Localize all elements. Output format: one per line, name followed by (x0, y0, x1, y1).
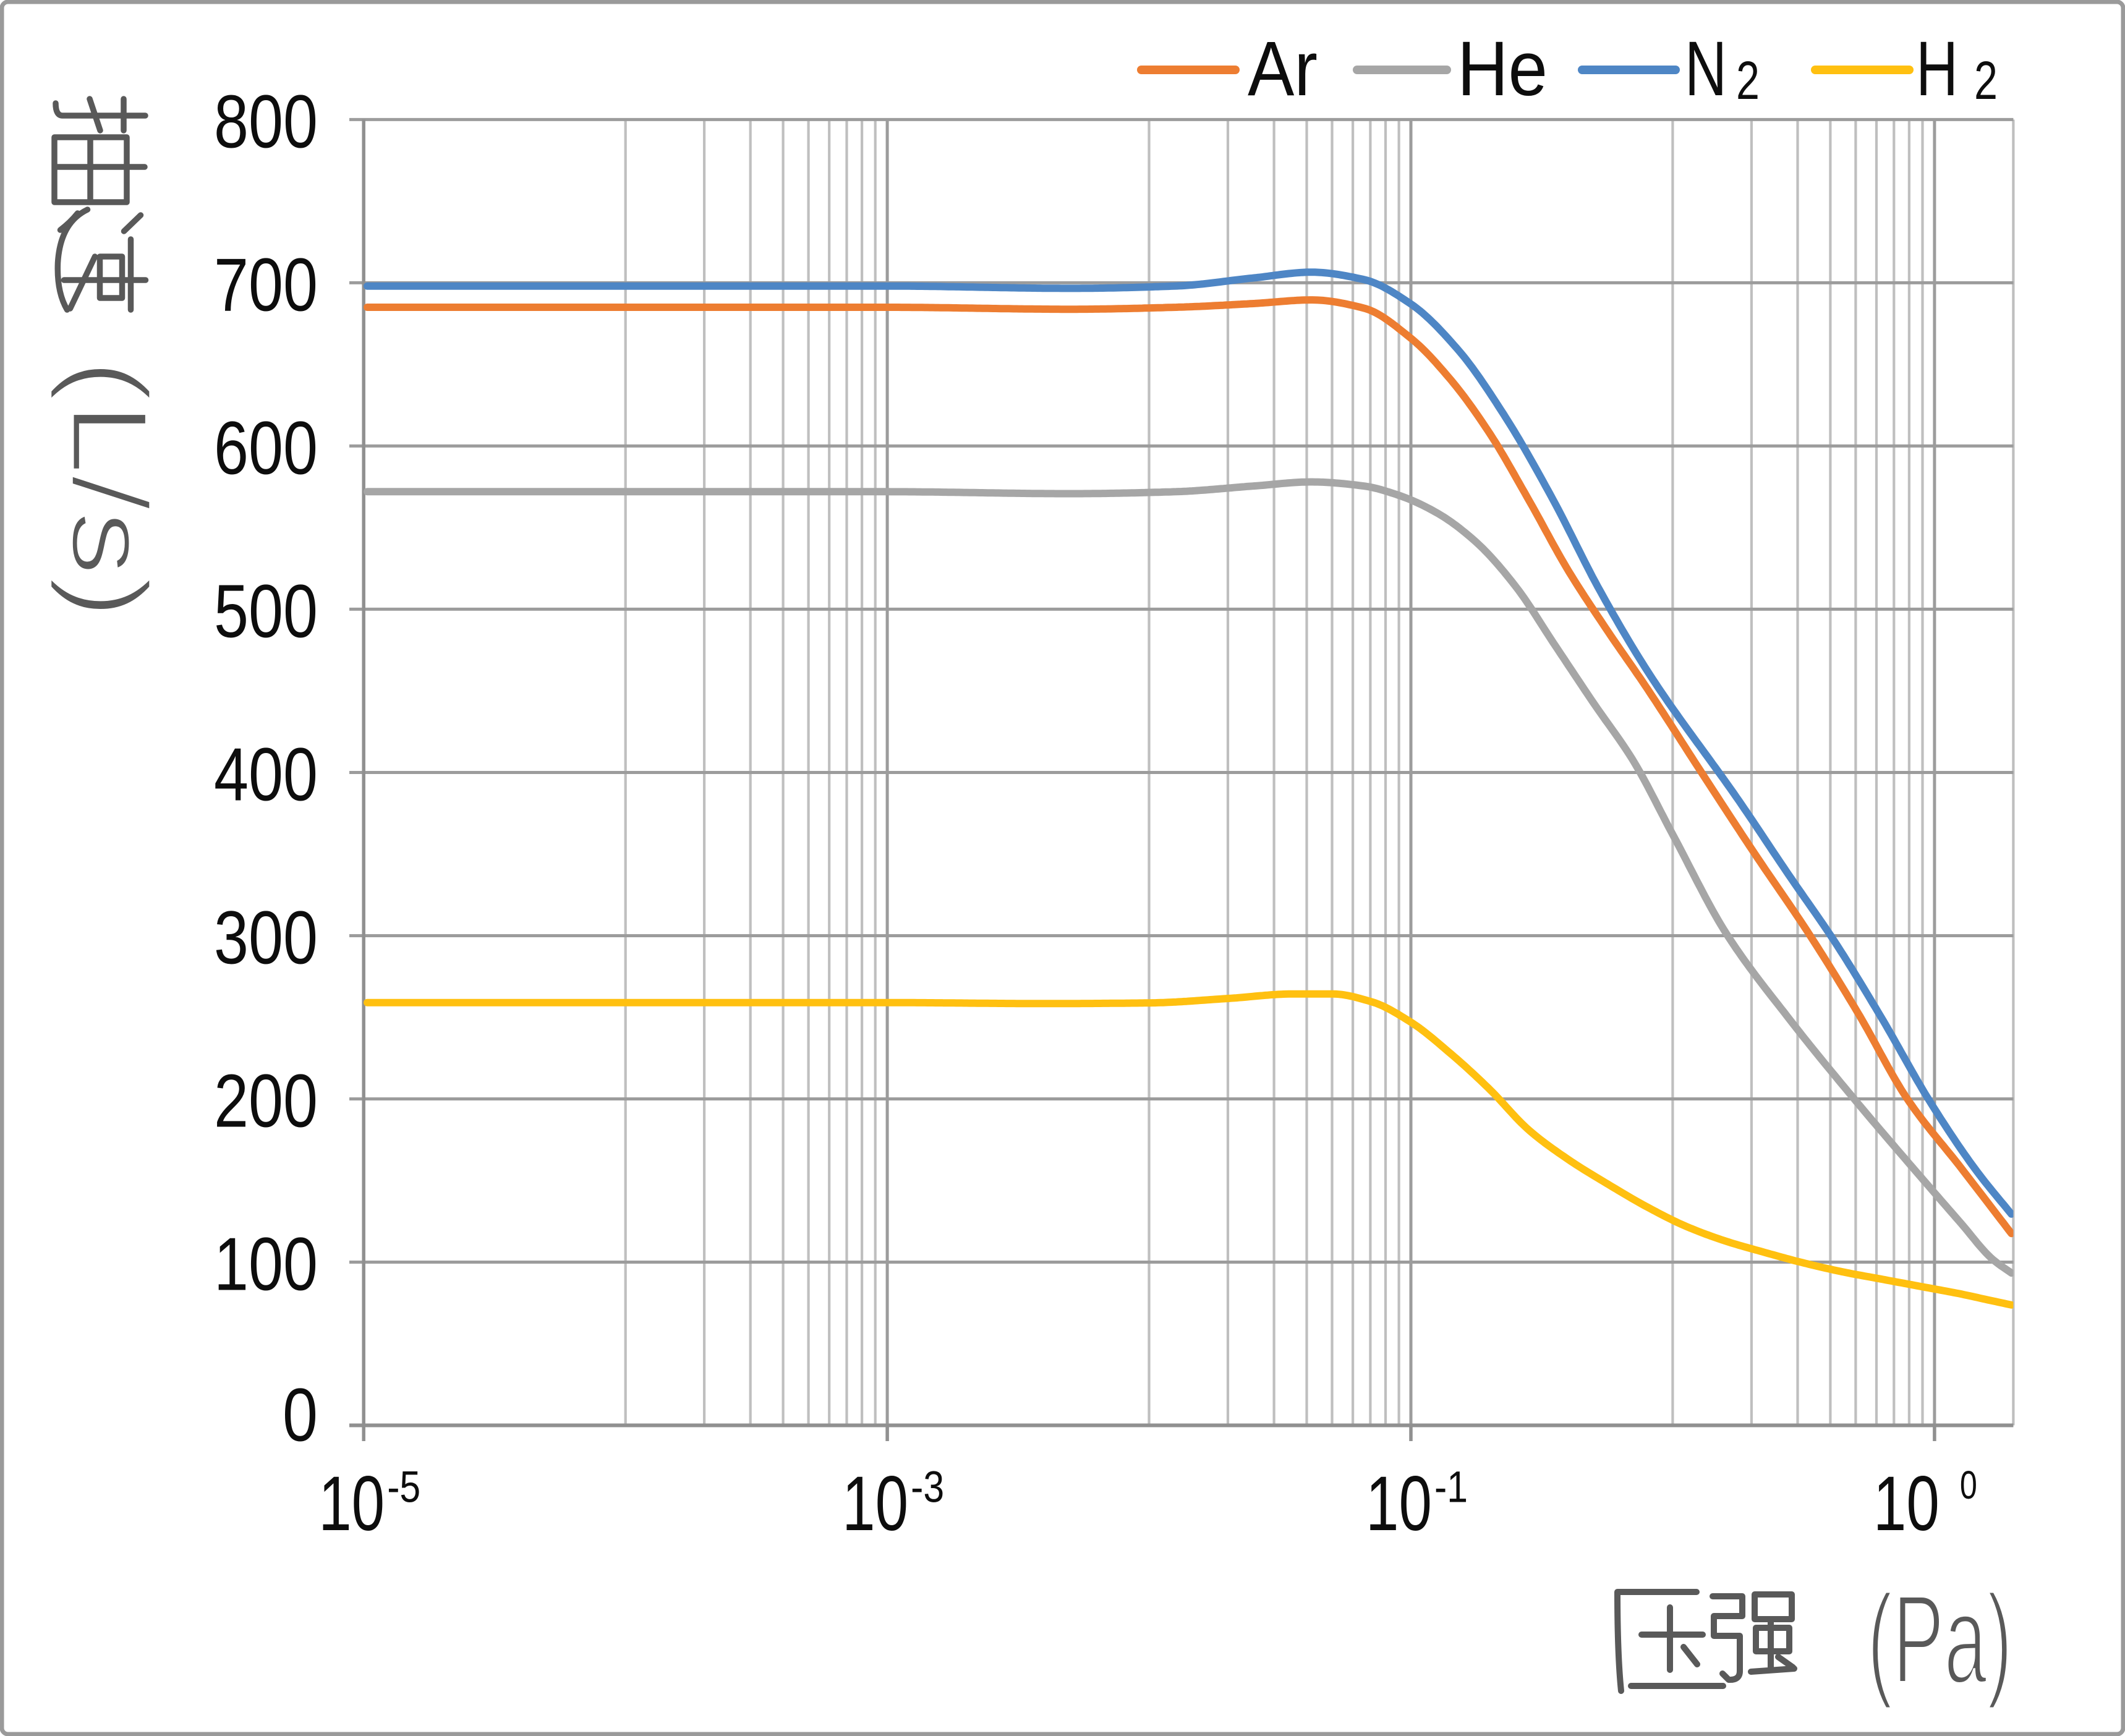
svg-text:200: 200 (214, 1059, 318, 1143)
svg-text:10: 10 (842, 1461, 908, 1547)
svg-text:0: 0 (283, 1373, 318, 1457)
svg-text:(Pa): (Pa) (1867, 1568, 2012, 1710)
svg-text:100: 100 (214, 1222, 318, 1306)
svg-text:N: N (1685, 26, 1727, 112)
svg-text:-5: -5 (387, 1463, 420, 1512)
svg-text:700: 700 (214, 242, 318, 326)
svg-text:800: 800 (214, 79, 318, 163)
svg-text:500: 500 (214, 569, 318, 653)
svg-text:10: 10 (318, 1461, 385, 1547)
svg-text:10: 10 (1366, 1461, 1432, 1547)
svg-text:2: 2 (1974, 51, 1998, 111)
svg-text:400: 400 (214, 733, 318, 817)
svg-text:0: 0 (1960, 1463, 1977, 1507)
svg-text:-3: -3 (911, 1463, 944, 1512)
svg-text:-1: -1 (1434, 1463, 1468, 1512)
svg-text:He: He (1457, 26, 1548, 112)
svg-text:H: H (1916, 26, 1958, 112)
svg-text:300: 300 (214, 896, 318, 980)
svg-text:10: 10 (1873, 1461, 1940, 1547)
svg-text:600: 600 (214, 406, 318, 490)
svg-text:2: 2 (1736, 51, 1760, 111)
svg-text:Ar: Ar (1248, 26, 1318, 112)
svg-text:(L/s): (L/s) (49, 359, 169, 619)
